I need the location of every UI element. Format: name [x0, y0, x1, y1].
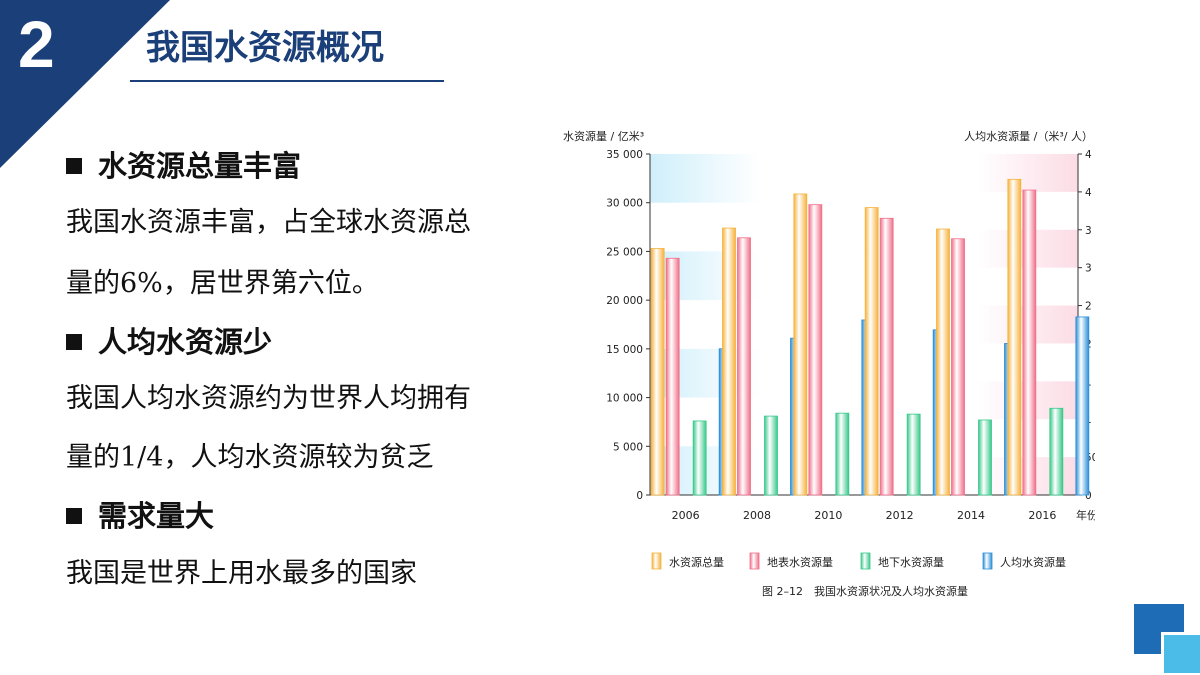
x-tick-label: 2008	[743, 509, 771, 522]
bar-2-2016	[1022, 189, 1037, 496]
y-tick-label-right: 500	[1085, 452, 1095, 464]
right-axis-band	[978, 154, 1078, 192]
bar-2-2012	[879, 217, 894, 496]
left-axis-band	[650, 154, 760, 203]
y-tick-label-left: 10 000	[606, 393, 643, 405]
corner-square-decoration	[1161, 632, 1200, 673]
bar-2-2014	[951, 238, 965, 496]
legend-swatch-3	[860, 552, 871, 570]
legend-swatch-4	[982, 552, 993, 570]
bar-3-2014	[978, 419, 992, 496]
y-tick-label-right: 4 000	[1085, 187, 1095, 199]
bar-3-2012	[906, 413, 921, 496]
y-tick-label-right: 4 500	[1085, 149, 1095, 161]
point-3-line-1: 我国是世界上用水最多的国家	[66, 558, 417, 589]
y-tick-label-left: 25 000	[606, 246, 643, 258]
bar-1-2010	[793, 193, 808, 496]
y-tick-label-right: 2 000	[1085, 338, 1095, 350]
x-axis-unit-label: 年份	[1076, 508, 1095, 522]
y-tick-label-left: 15 000	[606, 344, 643, 356]
y-tick-label-left: 5 000	[613, 441, 643, 453]
bar-1-2006	[650, 248, 665, 496]
point-1-line-1: 我国水资源丰富，占全球水资源总	[66, 207, 471, 238]
y-axis-left-label: 水资源量 / 亿米³	[563, 129, 644, 143]
y-tick-label-left: 20 000	[606, 295, 643, 307]
point-heading-text: 人均水资源少	[98, 325, 273, 359]
x-tick-label: 2006	[672, 509, 700, 522]
point-heading-text: 水资源总量丰富	[98, 149, 302, 183]
y-tick-label-right: 0	[1085, 490, 1092, 502]
legend-label-3: 地下水资源量	[878, 555, 944, 569]
page-title: 我国水资源概况	[146, 28, 384, 68]
y-tick-label-right: 3 500	[1085, 225, 1095, 237]
y-tick-label-left: 30 000	[606, 198, 643, 210]
y-tick-label-left: 35 000	[606, 149, 643, 161]
y-tick-label-right: 3 000	[1085, 263, 1095, 275]
water-resources-chart: 水资源量 / 亿米³ 人均水资源量 /（米³/ 人） 0 5 000 10 000 15 …	[563, 129, 1095, 598]
x-tick-label: 2014	[957, 509, 985, 522]
bar-3-2016	[1049, 407, 1064, 496]
point-heading-2: 人均水资源少	[66, 322, 272, 362]
point-heading-text: 需求量大	[98, 499, 215, 533]
x-tick-label: 2010	[814, 509, 842, 522]
bar-1-2008	[722, 227, 736, 496]
y-tick-label-right: 1 000	[1085, 414, 1095, 426]
title-underline	[130, 80, 444, 82]
point-2-line-1: 我国人均水资源约为世界人均拥有	[66, 383, 471, 414]
bar-3-2006	[692, 420, 707, 496]
chart-caption: 图 2–12 我国水资源状况及人均水资源量	[762, 584, 968, 598]
x-tick-label: 2016	[1028, 509, 1056, 522]
section-number: 2	[18, 7, 55, 81]
y-tick-label-right: 2 500	[1085, 301, 1095, 313]
y-axis-right-label: 人均水资源量 /（米³/ 人）	[964, 129, 1093, 143]
legend-label-2: 地表水资源量	[767, 555, 833, 569]
x-tick-label: 2012	[886, 509, 914, 522]
bullet-square-icon	[66, 508, 82, 524]
y-tick-label-left: 0	[636, 490, 643, 502]
point-heading-1: 水资源总量丰富	[66, 146, 301, 186]
bar-2-2006	[665, 257, 680, 496]
bar-3-2010	[835, 412, 850, 496]
corner-triangle-decoration	[0, 0, 170, 168]
legend-swatch-2	[749, 552, 760, 570]
bar-4-2016	[1075, 316, 1090, 496]
bar-3-2008	[764, 415, 778, 496]
point-heading-3: 需求量大	[66, 496, 214, 536]
bullet-square-icon	[66, 158, 82, 174]
y-tick-label-right: 1 500	[1085, 376, 1095, 388]
bar-1-2014	[936, 228, 950, 496]
point-1-line-2: 量的6%，居世界第六位。	[66, 268, 379, 299]
bar-2-2008	[737, 237, 751, 496]
bar-2-2010	[808, 204, 823, 496]
bar-1-2012	[864, 207, 879, 496]
bullet-square-icon	[66, 334, 82, 350]
point-2-line-2: 量的1/4，人均水资源较为贫乏	[66, 442, 434, 473]
legend-label-4: 人均水资源量	[1000, 555, 1066, 569]
legend-label-1: 水资源总量	[669, 555, 724, 569]
bar-1-2016	[1007, 178, 1022, 496]
legend-swatch-1	[651, 552, 662, 570]
